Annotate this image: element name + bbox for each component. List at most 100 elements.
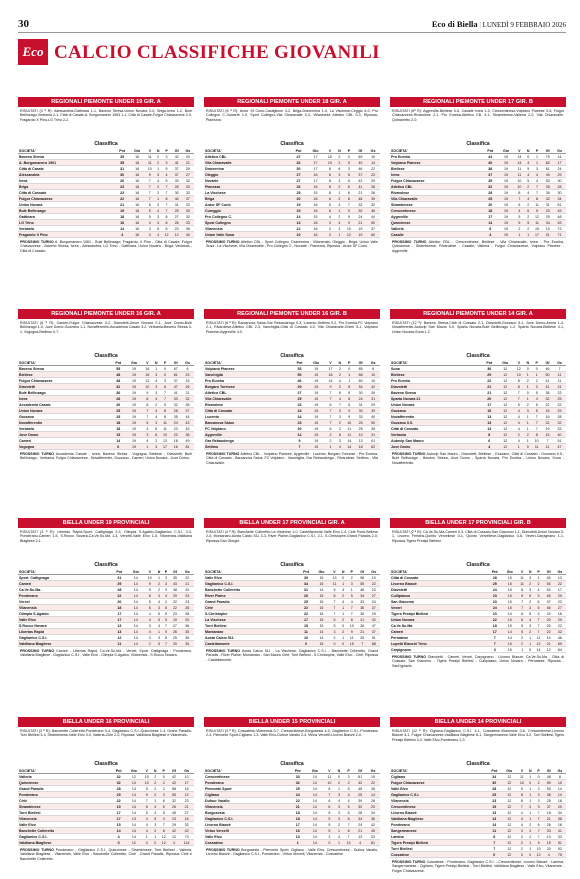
table-cell: 10 — [179, 773, 194, 780]
table-cell: 1 — [513, 443, 525, 450]
table-cell: 1 — [339, 610, 347, 617]
table-cell: Bulè Bellinzago — [18, 389, 111, 396]
table-cell: 7 — [324, 407, 337, 414]
table-cell: 28 — [354, 809, 366, 816]
table-cell: 0 — [531, 365, 543, 372]
table-cell: 81 — [170, 371, 182, 378]
table-cell: 53 — [542, 177, 554, 184]
next-round: PROSSIMO TURNO Atletico CBL - Volpiano P… — [204, 450, 380, 465]
table-row: Gaglianico C.S.I. 12 14 3 3 8 25 36 — [18, 634, 194, 641]
section-title: REGIONALI PIEMONTE UNDER 17 GIR. B — [390, 97, 566, 107]
table-row: Valleria 8 19 2 2 15 15 73 — [390, 225, 566, 232]
table-cell: 69 — [553, 640, 566, 647]
table-cell: 27 — [169, 622, 181, 629]
table-cell: 28 — [111, 785, 127, 792]
table-cell: 45 — [354, 785, 366, 792]
table-row: Banchette Colleretto 14 14 4 2 8 42 42 — [18, 827, 194, 834]
table-cell: 14 — [290, 213, 307, 220]
table-cell: 1 — [526, 797, 534, 804]
table-cell: 4 — [152, 413, 160, 420]
next-round-label: PROSSIMO TURNO — [206, 240, 240, 244]
table-row: Pro Eureka 44 19 14 0 1 79 14 — [390, 153, 566, 160]
table-cell: 7 — [291, 443, 308, 450]
table-cell: Verbania — [390, 431, 482, 438]
table-cell: Fulgor Chiavazzese — [18, 195, 115, 202]
results-text: RISULTATI (3 ª R): Banchette Colleretto-… — [20, 729, 192, 738]
next-round-label: PROSSIMO TURNO — [392, 452, 426, 456]
table-cell: 7 — [486, 839, 502, 846]
table-row: FC Volpiano 20 19 6 2 11 25 35 — [204, 425, 380, 432]
table-cell: 30 — [181, 207, 194, 214]
table-cell: 14 — [313, 628, 330, 635]
standings-table: SOCIETA' Pnt Gio V N P Gf Gs Baveno Stresa 55 19 18… — [18, 360, 194, 450]
table-cell: 34 — [553, 809, 566, 816]
table-cell: Sport Collegno — [204, 219, 291, 226]
table-cell: 1 — [152, 365, 160, 372]
table-cell: 19 — [354, 231, 367, 238]
table-cell: 30 — [354, 407, 367, 414]
next-round-label: PROSSIMO TURNO — [392, 860, 426, 864]
table-cell: 23 — [366, 171, 380, 178]
column-header: Pnt — [291, 360, 308, 366]
table-cell: 18 — [142, 365, 153, 372]
table-cell: 35 — [170, 413, 182, 420]
next-round-text: Accademia Casale - Ivrea, Baveno Stresa … — [20, 452, 192, 461]
table-cell: 11 — [144, 153, 155, 160]
table-cell: 11 — [346, 634, 357, 641]
standings-table: SOCIETA' Pnt Gio V N P Gf Gs Volpiano Pianese 53 1… — [204, 360, 380, 450]
table-cell: 69 — [354, 153, 367, 160]
table-cell: 15 — [502, 598, 518, 605]
table-cell: 6 — [343, 177, 355, 184]
table-cell: 9 — [531, 207, 543, 214]
classifica-label: Classifica — [94, 562, 118, 568]
table-cell: Dufour Varallo — [204, 797, 290, 804]
table-cell: 3 — [152, 443, 160, 450]
classifica-label: Classifica — [466, 562, 490, 568]
table-cell: 17 — [111, 815, 127, 822]
table-cell: 24 — [487, 586, 503, 593]
table-cell: 11 — [329, 580, 340, 587]
table-cell: Torri Biellesi — [18, 809, 112, 816]
table-cell: Vilanensis — [390, 797, 487, 804]
table-cell: 3 — [159, 377, 171, 384]
table-cell: 40 — [542, 171, 554, 178]
table-cell: 24 — [291, 413, 308, 420]
column-header: Gf — [354, 360, 367, 366]
table-cell: 44 — [366, 213, 380, 220]
table-cell: 4 — [524, 189, 532, 196]
table-cell: 15 — [313, 580, 330, 587]
next-round-label: PROSSIMO TURNO — [20, 240, 54, 244]
table-cell: 23 — [291, 401, 308, 408]
table-row: Gar Rebaudengo 9 19 2 3 14 13 61 — [204, 437, 380, 444]
table-cell: 19 — [354, 225, 367, 232]
table-row: Lucento 24 19 7 3 9 33 40 — [204, 413, 380, 420]
next-round: PROSSIMO TURNO Diavoletti - Cameri, Veve… — [390, 653, 566, 668]
column-header: SOCIETA' — [18, 569, 112, 575]
table-cell: Briga — [204, 195, 291, 202]
table-cell: 4 — [151, 803, 159, 810]
table-cell: 32 — [553, 628, 566, 635]
table-cell: 19 — [125, 371, 143, 378]
table-row: Atletico CBL 47 17 15 2 0 69 10 — [204, 153, 380, 160]
table-cell: 14 — [313, 586, 330, 593]
table-cell: 25 — [110, 407, 126, 414]
table-cell: 14 — [111, 827, 127, 834]
table-cell: 4 — [155, 592, 163, 599]
table-cell: 32 — [542, 195, 554, 202]
table-cell: Gaglianico C.S.I. — [204, 580, 299, 587]
table-cell: 9 — [141, 785, 152, 792]
column-header: Gio — [306, 768, 324, 774]
next-round: PROSSIMO TURNO Ponderano - Gaglianico C.… — [18, 846, 194, 861]
table-cell: 1 — [335, 839, 343, 846]
table-cell: 9 — [159, 401, 171, 408]
table-cell: 23 — [180, 592, 194, 599]
next-round: PROSSIMO TURNO Aosta Calcio 511 - La Vis… — [204, 647, 380, 662]
table-cell: 14 — [126, 803, 142, 810]
next-round-label: PROSSIMO TURNO — [206, 848, 240, 852]
table-row: Veveri 24 15 7 3 5 46 27 — [390, 604, 566, 611]
table-cell: 11 — [552, 377, 566, 384]
table-cell: 4 — [342, 797, 355, 804]
table-cell: 16 — [170, 443, 182, 450]
section-title: BIELLA UNDER 16 PROVINCIALI — [18, 717, 194, 727]
table-row: Gaglianico C.S.I. 4 14 1 1 12 12 73 — [18, 833, 194, 840]
